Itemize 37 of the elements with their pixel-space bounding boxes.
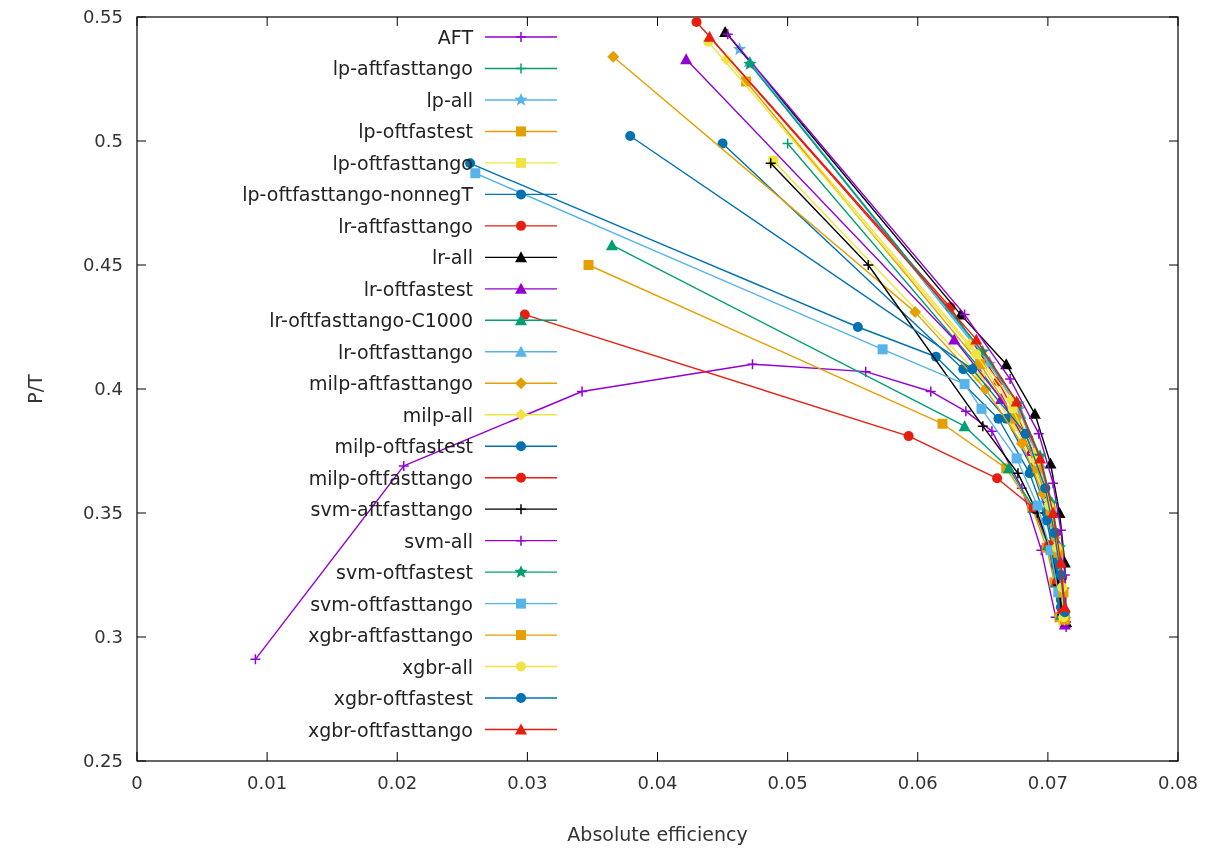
legend-label: lr-oftfasttango-C1000 bbox=[269, 309, 473, 332]
x-tick-label: 0.04 bbox=[637, 772, 678, 793]
legend-label: svm-oftfasttango bbox=[310, 592, 473, 615]
legend-label: milp-all bbox=[402, 403, 473, 426]
legend-label: xgbr-oftfasttango bbox=[307, 718, 473, 741]
legend-label: AFT bbox=[437, 26, 474, 48]
x-tick-label: 0.02 bbox=[377, 772, 418, 793]
legend-label: xgbr-oftfastest bbox=[333, 687, 473, 710]
legend-label: svm-oftfastest bbox=[335, 561, 473, 584]
legend-label: lp-all bbox=[426, 88, 473, 111]
legend-label: lp-aftfasttango bbox=[332, 57, 473, 80]
y-tick-label: 0.4 bbox=[94, 378, 123, 399]
legend-label: xgbr-all bbox=[401, 655, 473, 678]
legend-label: svm-all bbox=[404, 529, 473, 552]
legend-label: lr-oftfasttango bbox=[337, 340, 473, 363]
y-tick-label: 0.55 bbox=[82, 6, 123, 27]
legend-label: lp-oftfasttango-nonnegT bbox=[242, 183, 474, 206]
y-tick-label: 0.25 bbox=[82, 750, 123, 771]
y-axis-title: P/T bbox=[24, 373, 46, 404]
x-tick-label: 0.07 bbox=[1027, 772, 1068, 793]
legend-label: lr-all bbox=[432, 246, 473, 269]
x-tick-label: 0.06 bbox=[897, 772, 938, 793]
x-axis-title: Absolute efficiency bbox=[567, 823, 748, 845]
x-tick-label: 0 bbox=[131, 772, 143, 793]
x-tick-label: 0.05 bbox=[767, 772, 808, 793]
legend-label: lp-oftfastest bbox=[358, 120, 473, 143]
x-tick-label: 0.01 bbox=[247, 772, 288, 793]
y-tick-label: 0.3 bbox=[94, 626, 123, 647]
legend-label: milp-aftfasttango bbox=[309, 372, 473, 395]
x-tick-label: 0.08 bbox=[1157, 772, 1199, 793]
y-tick-label: 0.35 bbox=[82, 502, 123, 523]
legend-label: lr-aftfasttango bbox=[338, 214, 473, 237]
y-tick-label: 0.45 bbox=[82, 254, 123, 275]
legend-label: lr-oftfastest bbox=[363, 277, 473, 300]
x-tick-label: 0.03 bbox=[507, 772, 548, 793]
y-tick-label: 0.5 bbox=[94, 130, 123, 151]
legend-label: xgbr-aftfasttango bbox=[308, 624, 473, 647]
